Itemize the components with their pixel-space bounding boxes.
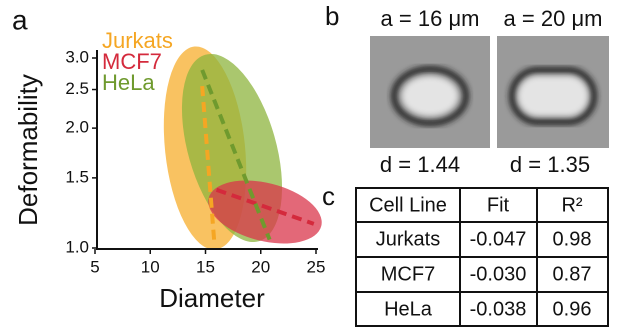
table-cell: -0.047 (470, 228, 527, 250)
y-tick-label: 2.0 (65, 118, 89, 137)
table-cell: 0.98 (553, 228, 592, 250)
image-label: d = 1.35 (510, 152, 590, 177)
figure: a b c Diameter Deformability a = 16 μm a… (0, 0, 619, 327)
cell-distributions (155, 42, 329, 254)
cell-body (518, 76, 588, 116)
table-header: R² (561, 194, 582, 216)
x-tick-label: 20 (251, 257, 270, 276)
image-label: d = 1.44 (380, 152, 460, 177)
y-tick-label: 1.0 (65, 237, 89, 256)
table-cell: -0.030 (470, 263, 527, 285)
table-cell: -0.038 (470, 298, 527, 320)
cell-image (497, 36, 609, 148)
table-cell: 0.96 (553, 298, 592, 320)
legend-entry: HeLa (102, 70, 155, 95)
y-tick-label: 3.0 (65, 47, 89, 66)
cell-image (370, 36, 490, 148)
y-tick-label: 2.5 (65, 79, 89, 98)
x-tick-label: 5 (90, 257, 99, 276)
cell-body (402, 76, 458, 116)
x-tick-label: 15 (196, 257, 215, 276)
table-cell: Jurkats (376, 228, 440, 250)
table-cell: MCF7 (381, 263, 435, 285)
table-cell: 0.87 (553, 263, 592, 285)
table-header: Fit (487, 194, 510, 216)
table-cell: HeLa (384, 298, 433, 320)
x-tick-label: 25 (307, 257, 326, 276)
y-axis-label: Deformability (13, 74, 43, 226)
x-tick-label: 10 (141, 257, 160, 276)
panel-letter: c (322, 181, 335, 211)
y-tick-label: 1.5 (65, 167, 89, 186)
image-label: a = 16 μm (381, 6, 480, 31)
image-label: a = 20 μm (504, 6, 603, 31)
panel-letter: b (325, 1, 339, 31)
panel-letter: a (12, 4, 28, 35)
x-axis-label: Diameter (159, 283, 265, 313)
table-header: Cell Line (369, 194, 447, 216)
